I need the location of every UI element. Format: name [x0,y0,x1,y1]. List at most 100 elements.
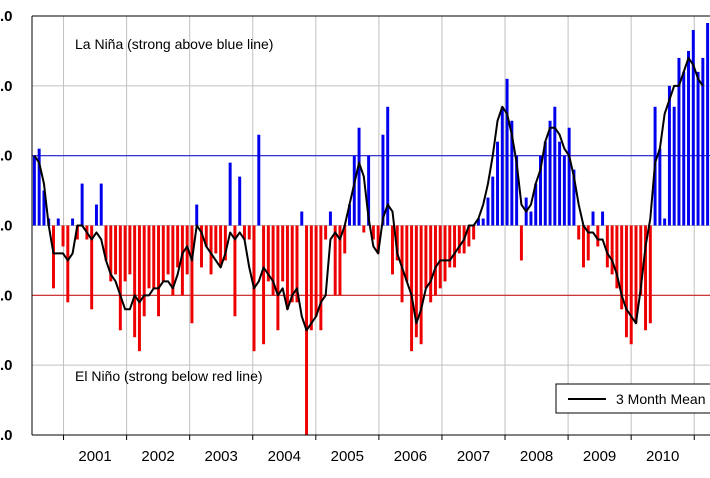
bar [605,225,609,268]
bar [295,225,299,303]
bar [515,155,519,226]
bar [42,190,46,226]
bar [362,225,366,233]
x-tick-label: 2005 [331,448,364,465]
bar [357,127,361,226]
bar [558,141,562,226]
bar [300,211,304,226]
bar [195,204,199,226]
bar [137,225,141,352]
bar [219,225,223,268]
bar [166,225,170,275]
bar [701,57,705,226]
bar [706,22,710,226]
bar [285,225,289,310]
bar [56,218,60,226]
bar [204,225,208,247]
bar [324,225,328,240]
bar [247,225,251,240]
bar [634,225,638,324]
bar [429,225,433,303]
bar [624,225,628,338]
bar [371,225,375,240]
bar [395,225,399,261]
mean-line [33,56,704,332]
bar [663,218,667,226]
bar [553,106,557,226]
bar [128,225,132,275]
bar [309,225,313,331]
bar [75,225,79,240]
bar [639,225,643,296]
bar [228,162,232,226]
bar [572,169,576,226]
bar [682,71,686,226]
bar [338,225,342,296]
bar [472,225,476,240]
bar [214,225,218,254]
bar [467,225,471,247]
bar [548,120,552,226]
bar [123,225,127,282]
bar [90,225,94,310]
bar [496,141,500,226]
bar [529,211,533,226]
y-tick-label: .0 [0,148,13,165]
bar [677,57,681,226]
y-tick-label: .0 [0,8,13,25]
bar [476,218,480,226]
legend-box [555,383,710,414]
bar [505,78,509,226]
bar [343,225,347,254]
bar [233,225,237,317]
bar [147,225,151,289]
bar [271,225,275,296]
bar [453,225,457,268]
x-tick-label: 2002 [141,448,174,465]
bar [610,225,614,275]
bar [276,225,280,331]
bar [644,225,648,331]
bar [71,218,75,226]
bar [410,225,414,352]
bar [52,225,55,289]
bar [577,225,581,240]
bars-layer [32,22,710,435]
bar [190,225,194,324]
bar [696,71,700,226]
bar [352,155,356,226]
bar [290,225,294,303]
bar [691,29,695,226]
bar [262,225,266,345]
y-tick-label: .0 [0,357,13,374]
bar [133,225,137,338]
bar [500,106,504,226]
bar [601,211,605,226]
bar [376,225,380,254]
la-nina-annotation: La Niña (strong above blue line) [75,36,273,52]
bar [381,134,385,226]
bar [486,197,490,226]
bar [672,106,676,226]
bar [386,106,390,226]
bar [687,50,690,226]
bar [581,225,585,268]
bar [104,225,108,261]
bar [281,225,285,282]
bar [242,225,246,240]
bar [405,225,409,282]
bar [114,225,118,275]
bar [185,225,189,275]
bar [481,218,485,226]
bar [348,204,351,226]
bar [667,85,671,226]
legend-entry: 3 Month Mean [616,391,706,407]
bar [648,225,652,324]
bar [658,148,662,226]
x-tick-label: 2007 [457,448,490,465]
bar [543,141,547,226]
bar [534,183,538,226]
bar [391,225,394,275]
